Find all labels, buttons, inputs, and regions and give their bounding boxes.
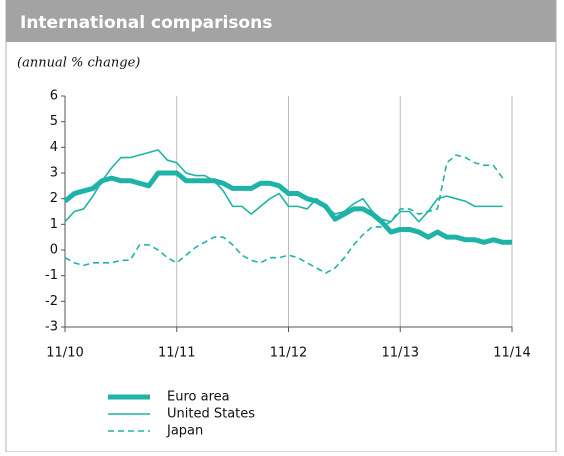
series-line xyxy=(64,149,503,223)
x-tick-label: 11/10 xyxy=(46,346,83,361)
x-tick-label: 11/11 xyxy=(158,346,195,361)
header-bar xyxy=(6,0,556,42)
y-tick-label: 4 xyxy=(50,140,58,155)
x-tick-label: 11/14 xyxy=(493,346,530,361)
legend-label: Euro area xyxy=(167,390,230,405)
y-tick-label: -1 xyxy=(45,268,58,283)
y-tick-label: 3 xyxy=(50,166,58,181)
y-tick-label: 1 xyxy=(50,217,58,232)
y-tick-label: -2 xyxy=(45,294,58,309)
y-tick-label: 6 xyxy=(50,89,58,104)
legend-label: Japan xyxy=(166,424,203,439)
y-tick-label: 2 xyxy=(50,191,58,206)
subtitle: (annual % change) xyxy=(17,56,140,71)
chart-title: International comparisons xyxy=(20,13,272,33)
series-line xyxy=(63,170,512,245)
y-tick-label: 5 xyxy=(50,114,58,129)
panel xyxy=(5,0,557,453)
legend-label: United States xyxy=(167,407,255,422)
x-tick-label: 11/13 xyxy=(382,346,419,361)
y-tick-label: 0 xyxy=(50,243,58,258)
series-line xyxy=(64,154,504,274)
y-tick-label: -3 xyxy=(45,320,58,335)
x-tick-label: 11/12 xyxy=(270,346,307,361)
